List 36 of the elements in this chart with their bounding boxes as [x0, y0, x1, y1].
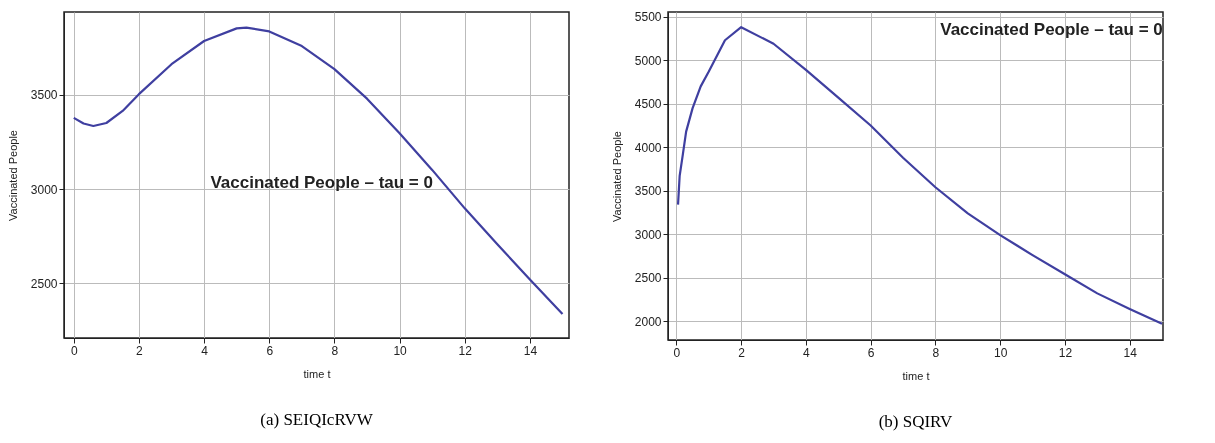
y-tick-label: 4000 — [634, 140, 662, 155]
x-tick-label: 12 — [458, 343, 473, 358]
x-tick-label: 4 — [201, 343, 209, 358]
line-series — [72, 26, 564, 316]
x-tick-label: 14 — [1123, 345, 1138, 360]
y-tick-label: 3000 — [634, 227, 662, 242]
x-axis-title: time t — [902, 369, 930, 382]
x-tick-label: 6 — [266, 343, 274, 358]
text: (b) SQIRV — [878, 412, 954, 431]
y-axis-title: Vaccinated People — [6, 130, 19, 221]
y-axis-title: Vaccinated People — [610, 131, 623, 222]
x-tick-label: 14 — [523, 343, 538, 358]
y-tick-label: 3500 — [30, 88, 58, 103]
y-tick-label: 4500 — [634, 97, 662, 112]
y-tick-label: 5000 — [634, 53, 662, 68]
y-tick-label: 2500 — [634, 271, 662, 286]
y-tick-label: 2000 — [634, 314, 662, 329]
text: (a) SEIQIcRVW — [260, 410, 374, 429]
x-tick-label: 0 — [70, 343, 78, 358]
x-tick-label: 10 — [393, 343, 408, 358]
x-tick-label: 10 — [993, 345, 1008, 360]
y-tick-label: 3500 — [634, 184, 662, 199]
annotation: Vaccinated People – tau = 0 — [940, 19, 1163, 39]
x-tick-label: 2 — [738, 345, 746, 360]
annotation: Vaccinated People – tau = 0 — [210, 173, 433, 192]
x-tick-label: 4 — [803, 345, 811, 360]
x-tick-label: 12 — [1058, 345, 1073, 360]
y-tick-label: 3000 — [30, 182, 58, 197]
x-tick-label: 8 — [331, 343, 339, 358]
x-tick-label: 2 — [136, 343, 144, 358]
x-tick-label: 0 — [673, 345, 681, 360]
x-axis-title: time t — [303, 367, 331, 380]
x-tick-label: 6 — [867, 345, 875, 360]
x-tick-label: 8 — [932, 345, 940, 360]
y-tick-label: 2500 — [30, 276, 58, 291]
y-tick-label: 5500 — [634, 10, 662, 25]
